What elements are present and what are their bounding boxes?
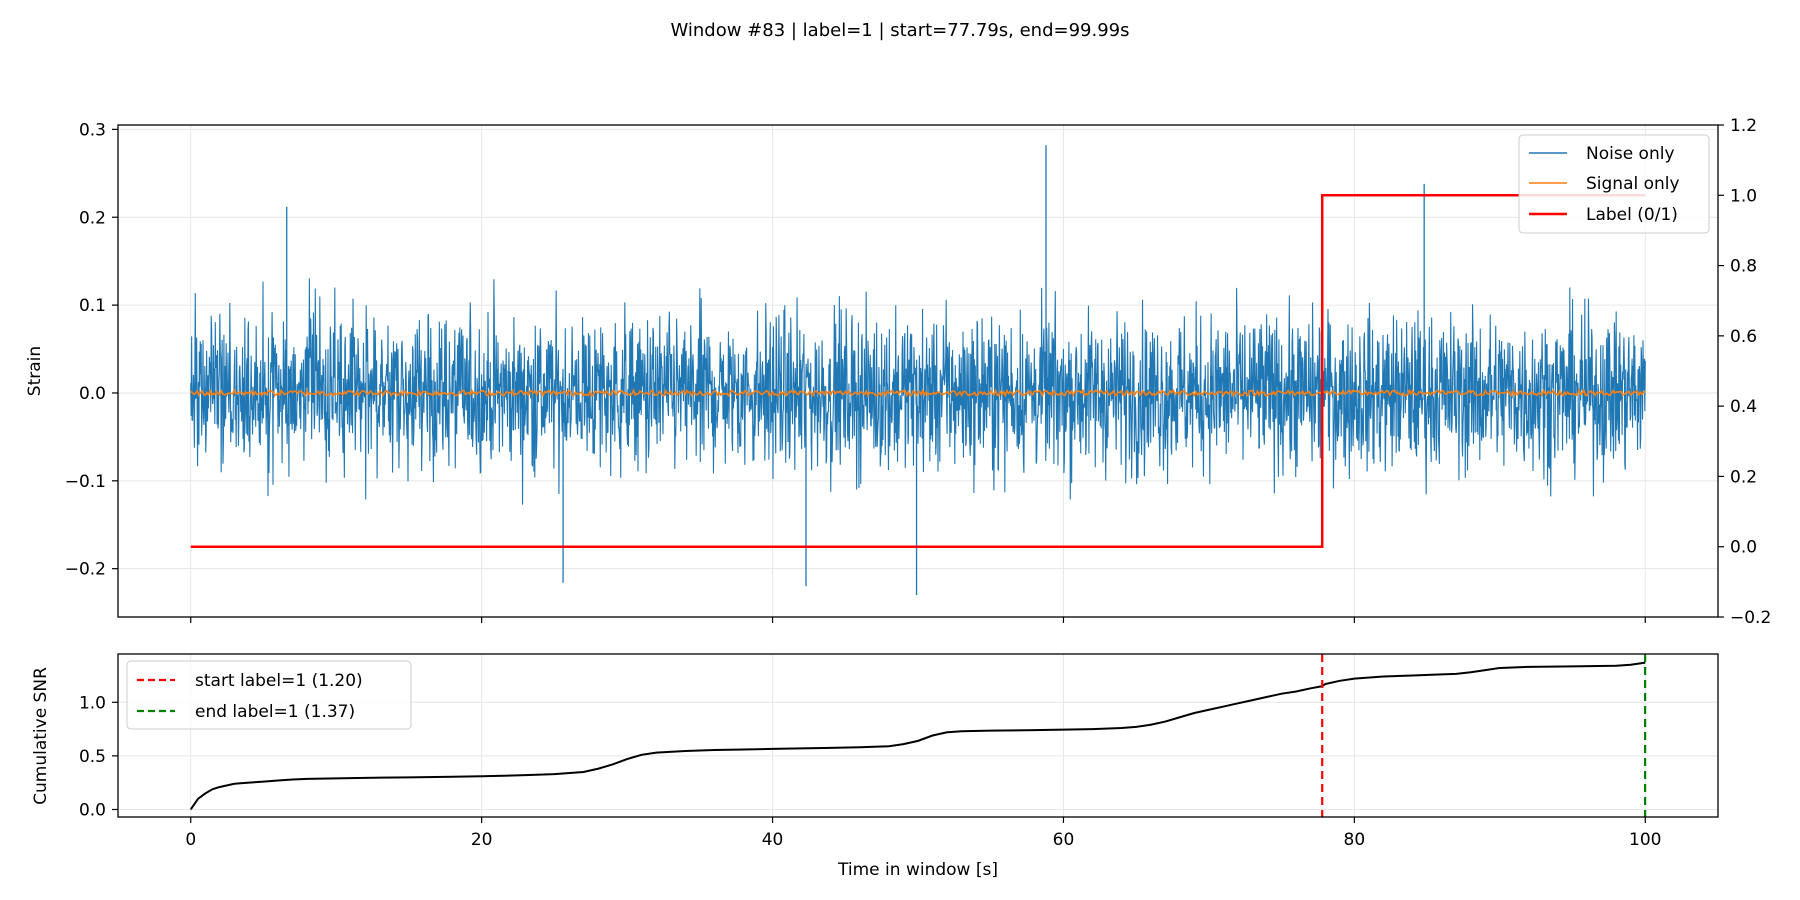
bottom-legend-box [126, 660, 412, 730]
legend-noise-label: Noise only [1586, 144, 1675, 164]
bottom-y-tick-label: 0.5 [79, 747, 106, 767]
top-legend: Noise only Signal only Label (0/1) [1518, 134, 1710, 234]
top-y2-tick-label: −0.2 [1730, 608, 1771, 628]
top-left-y-ticks: −0.2 −0.1 0.0 0.1 0.2 0.3 [65, 120, 118, 580]
top-x-ticks [190, 617, 1646, 623]
cumulative-snr-line [189, 661, 1646, 811]
top-axes-frame [117, 124, 1719, 618]
legend-label-label: Label (0/1) [1586, 205, 1678, 225]
top-y-tick-label: 0.3 [79, 120, 106, 140]
noise-only-series [190, 145, 1646, 596]
bottom-x-tick-label: 60 [1053, 830, 1075, 850]
legend-signal-label: Signal only [1586, 174, 1680, 194]
top-y2-tick-label: 0.6 [1730, 327, 1757, 347]
top-y2-tick-label: 1.0 [1730, 186, 1757, 206]
top-y2-tick-label: 1.2 [1730, 116, 1757, 136]
label-step-line [190, 194, 1646, 548]
cumulative-snr-series [189, 661, 1646, 811]
bottom-y-tick-label: 1.0 [79, 693, 106, 713]
bottom-panel: 0.0 0.5 1.0 0 20 40 60 80 100 Cumulative SNR Ti… [31, 653, 1719, 880]
bottom-x-axis-label: Time in window [s] [837, 860, 998, 880]
top-panel: −0.2 −0.1 0.0 0.1 0.2 0.3 −0.2 0.0 0.2 0.4 0.6 0.8… [25, 116, 1771, 628]
top-y2-tick-label: 0.8 [1730, 257, 1757, 277]
bottom-y-tick-label: 0.0 [79, 800, 106, 820]
label-step-series [190, 194, 1646, 548]
top-y2-tick-label: 0.0 [1730, 538, 1757, 558]
bottom-x-tick-label: 0 [185, 830, 196, 850]
signal-only-line [190, 388, 1646, 398]
bottom-x-tick-label: 100 [1629, 830, 1661, 850]
figure-title: Window #83 | label=1 | start=77.79s, end… [670, 20, 1129, 41]
bottom-x-tick-label: 80 [1344, 830, 1366, 850]
top-y2-tick-label: 0.2 [1730, 467, 1757, 487]
noise-only-line [190, 278, 1646, 505]
bottom-y-axis-label: Cumulative SNR [31, 667, 51, 805]
top-y-tick-label: −0.1 [65, 472, 106, 492]
bottom-vertical-markers [1321, 654, 1647, 817]
top-y2-tick-label: 0.4 [1730, 397, 1757, 417]
bottom-x-tick-label: 20 [471, 830, 493, 850]
bottom-x-ticks: 0 20 40 60 80 100 [185, 817, 1661, 850]
top-y-tick-label: 0.2 [79, 208, 106, 228]
top-legend-box [1518, 134, 1710, 234]
top-y-tick-label: −0.2 [65, 560, 106, 580]
legend-start-label: start label=1 (1.20) [195, 671, 363, 691]
top-y-tick-label: 0.0 [79, 384, 106, 404]
signal-only-series [190, 388, 1646, 398]
bottom-axes-frame [117, 653, 1719, 818]
bottom-legend: start label=1 (1.20) end label=1 (1.37) [126, 660, 412, 730]
bottom-x-tick-label: 40 [762, 830, 784, 850]
top-right-y-ticks: −0.2 0.0 0.2 0.4 0.6 0.8 1.0 1.2 [1718, 116, 1771, 628]
top-y-axis-label: Strain [25, 346, 45, 396]
bottom-y-ticks: 0.0 0.5 1.0 [79, 693, 118, 820]
top-y-tick-label: 0.1 [79, 296, 106, 316]
legend-end-label: end label=1 (1.37) [195, 702, 355, 722]
